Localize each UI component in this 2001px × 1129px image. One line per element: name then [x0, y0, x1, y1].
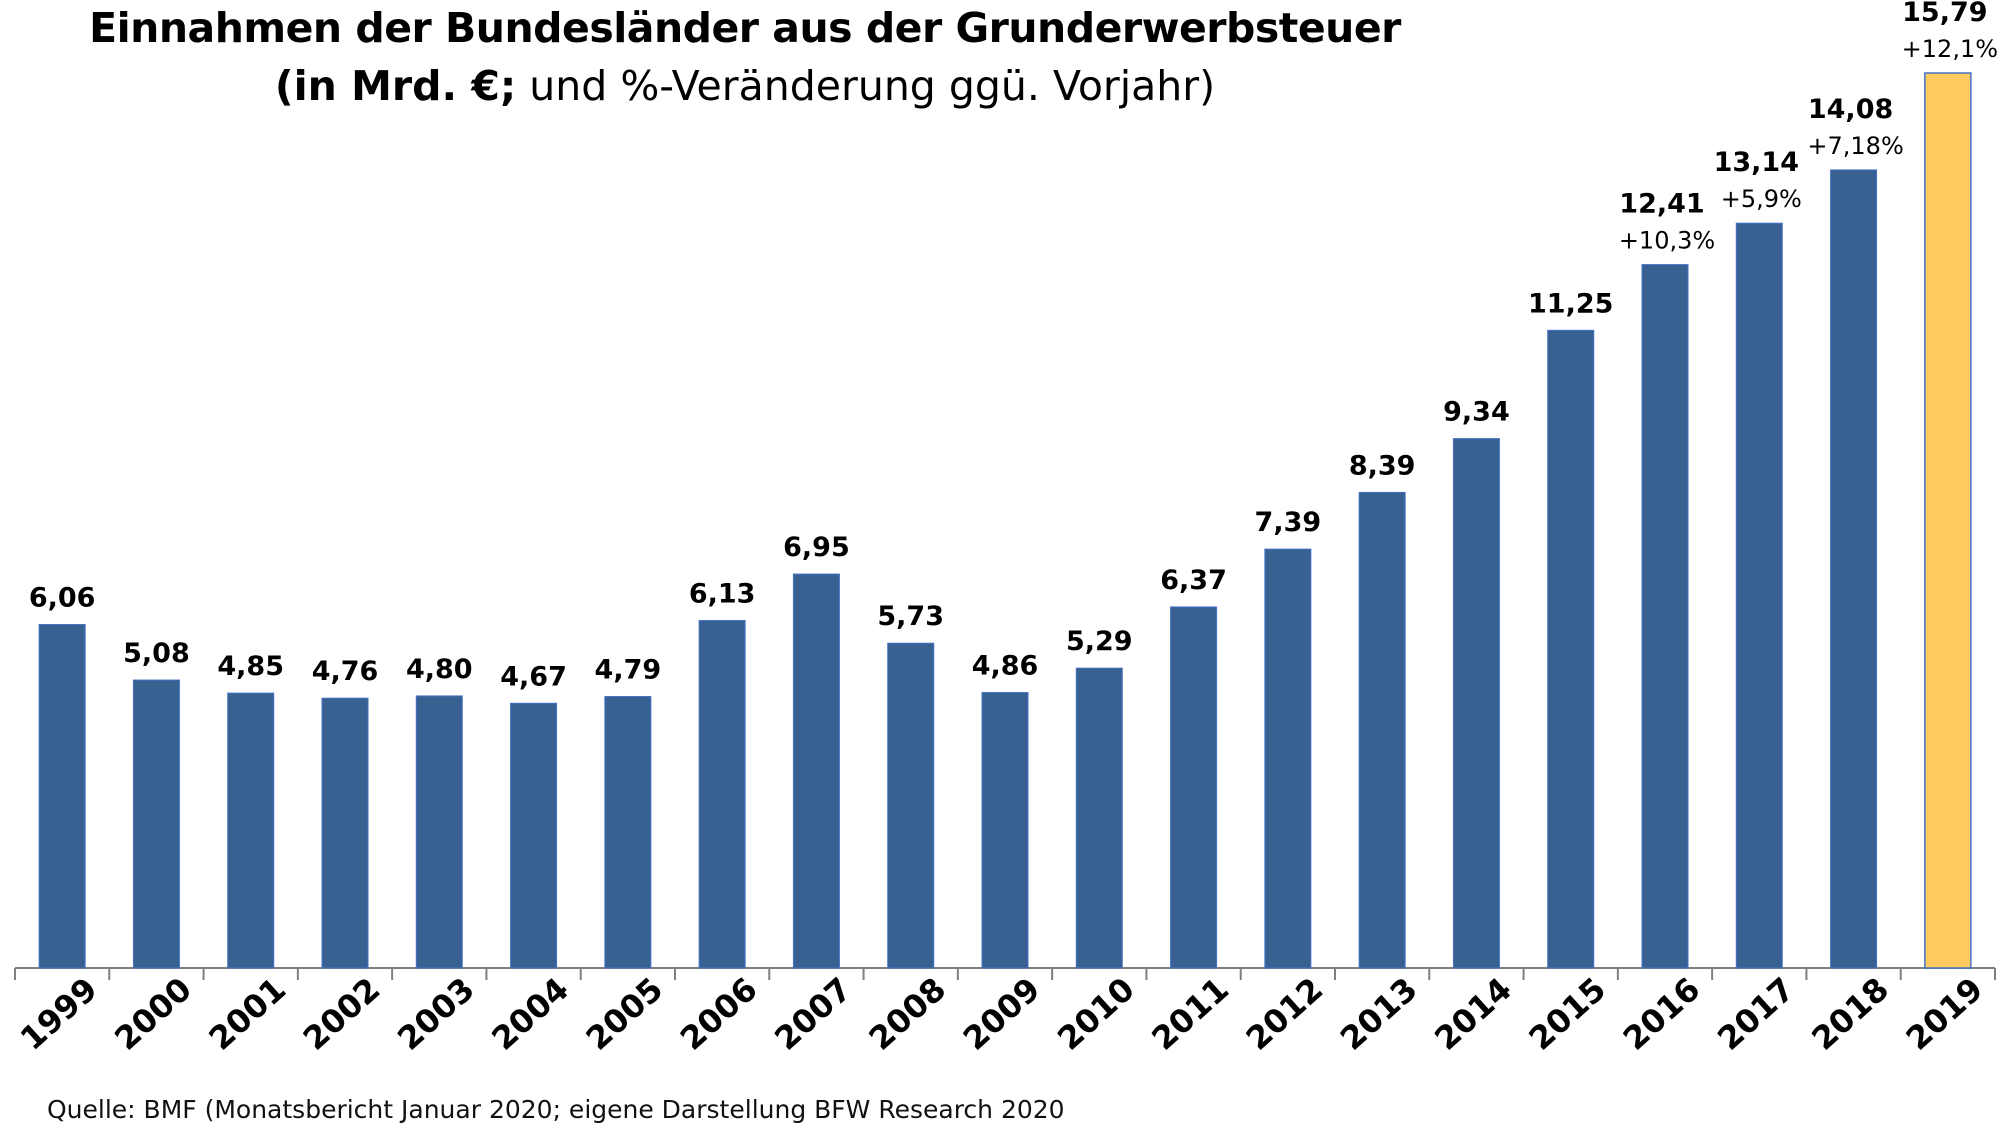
- x-tick-label-2012: 2012: [1239, 970, 1331, 1058]
- bar-2016: [1641, 264, 1689, 969]
- x-tick-label-2017: 2017: [1710, 970, 1802, 1058]
- change-label-2019: +12,1%: [1902, 35, 1998, 63]
- bar-2005: [604, 695, 652, 969]
- value-label-2004: 4,67: [500, 661, 567, 692]
- value-label-2001: 4,85: [217, 651, 284, 682]
- x-tick-label-2004: 2004: [484, 970, 576, 1058]
- value-label-2002: 4,76: [312, 656, 379, 687]
- bar-2002: [321, 697, 369, 969]
- value-label-2017: 13,14: [1714, 147, 1799, 178]
- bar-2017: [1735, 222, 1783, 969]
- x-tick-label-2016: 2016: [1616, 970, 1708, 1058]
- x-tick-label-2011: 2011: [1144, 970, 1236, 1058]
- x-tick-label-2005: 2005: [579, 970, 671, 1058]
- chart-subtitle: (in Mrd. €; und %-Veränderung ggü. Vorja…: [0, 62, 1490, 110]
- x-tick-label-2015: 2015: [1522, 970, 1614, 1058]
- bar-2006: [698, 620, 746, 969]
- value-label-2005: 4,79: [595, 654, 662, 685]
- x-tick-label-2009: 2009: [956, 970, 1048, 1058]
- value-label-2013: 8,39: [1349, 450, 1416, 481]
- value-label-2003: 4,80: [406, 654, 473, 685]
- x-tick-label-2000: 2000: [107, 970, 199, 1058]
- value-label-2016: 12,41: [1619, 189, 1704, 220]
- x-tick-label-2013: 2013: [1333, 970, 1425, 1058]
- source-note: Quelle: BMF (Monatsbericht Januar 2020; …: [47, 1095, 1065, 1124]
- x-tick-label-2001: 2001: [202, 970, 294, 1058]
- value-label-2008: 5,73: [877, 601, 944, 632]
- value-label-2006: 6,13: [689, 579, 756, 610]
- subtitle-description: und %-Veränderung ggü. Vorjahr): [516, 62, 1216, 110]
- x-tick-label-2006: 2006: [673, 970, 765, 1058]
- bar-1999: [38, 624, 86, 969]
- x-tick-label-2014: 2014: [1427, 970, 1519, 1058]
- x-tick-label-2008: 2008: [862, 970, 954, 1058]
- value-label-1999: 6,06: [29, 583, 96, 614]
- bar-2000: [132, 679, 180, 969]
- bar-2009: [981, 692, 1029, 969]
- value-label-2014: 9,34: [1443, 397, 1510, 428]
- change-label-2017: +5,9%: [1721, 185, 1802, 213]
- bar-2008: [887, 642, 935, 969]
- value-label-2019: 15,79: [1902, 0, 1987, 28]
- x-tick-label-2002: 2002: [296, 970, 388, 1058]
- bar-2014: [1452, 438, 1500, 969]
- bar-2004: [510, 702, 558, 969]
- value-label-2015: 11,25: [1528, 288, 1613, 319]
- x-tick-label-2007: 2007: [767, 970, 859, 1058]
- change-label-2018: +7,18%: [1807, 132, 1903, 160]
- value-label-2018: 14,08: [1808, 94, 1893, 125]
- x-tick-label-2003: 2003: [390, 970, 482, 1058]
- value-label-2011: 6,37: [1160, 565, 1227, 596]
- bar-2003: [415, 695, 463, 969]
- value-label-2012: 7,39: [1255, 507, 1322, 538]
- bar-2001: [227, 692, 275, 969]
- bar-2010: [1075, 667, 1123, 969]
- bar-2015: [1547, 329, 1595, 969]
- x-tick-label-2010: 2010: [1050, 970, 1142, 1058]
- value-label-2000: 5,08: [123, 638, 190, 669]
- bar-2019: [1924, 72, 1972, 969]
- change-label-2016: +10,3%: [1619, 227, 1715, 255]
- bar-2013: [1358, 491, 1406, 969]
- bar-2018: [1830, 169, 1878, 969]
- value-label-2010: 5,29: [1066, 626, 1133, 657]
- value-label-2007: 6,95: [783, 532, 850, 563]
- value-label-2009: 4,86: [972, 651, 1039, 682]
- bar-2011: [1170, 606, 1218, 969]
- subtitle-unit: (in Mrd. €;: [274, 62, 517, 110]
- x-tick-label-2019: 2019: [1899, 970, 1991, 1058]
- x-tick-label-1999: 1999: [13, 970, 105, 1058]
- bar-2007: [792, 573, 840, 969]
- bar-2012: [1264, 548, 1312, 969]
- x-tick-label-2018: 2018: [1804, 970, 1896, 1058]
- chart-title: Einnahmen der Bundesländer aus der Grund…: [89, 4, 1401, 52]
